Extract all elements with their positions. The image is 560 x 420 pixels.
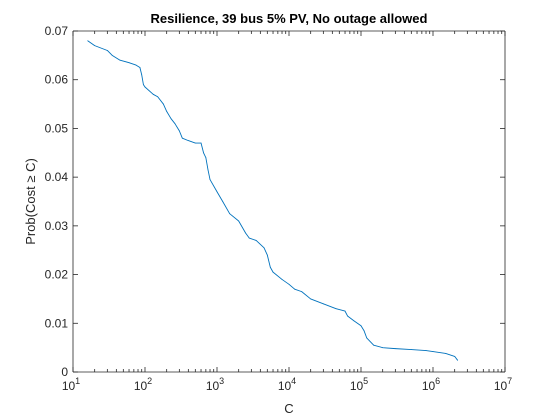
data-point	[87, 40, 89, 42]
data-point	[410, 349, 412, 350]
data-point	[288, 283, 290, 285]
data-point	[353, 320, 355, 322]
data-point	[248, 237, 250, 239]
x-tick-label: 105	[350, 376, 368, 393]
y-tick-label: 0	[61, 365, 68, 379]
x-tick-label: 104	[278, 376, 296, 393]
data-point	[200, 142, 202, 144]
data-point	[162, 103, 164, 105]
data-point	[266, 254, 268, 256]
y-tick-label: 0.01	[45, 316, 69, 330]
data-point	[360, 325, 362, 327]
data-point	[139, 67, 141, 68]
data-point	[255, 240, 257, 241]
data-point	[454, 356, 456, 357]
data-point	[143, 84, 144, 85]
x-tick-label: 106	[422, 376, 440, 393]
data-point	[425, 350, 427, 351]
data-point	[106, 50, 108, 51]
data-point	[170, 118, 172, 120]
y-axis-title: Prob(Cost ≥ C)	[23, 158, 38, 245]
series-layer	[87, 40, 459, 361]
data-point	[229, 213, 231, 215]
data-point	[457, 359, 459, 361]
chart-title: Resilience, 39 bus 5% PV, No outage allo…	[151, 11, 428, 26]
x-tick-label: 102	[134, 376, 152, 393]
data-point	[394, 348, 396, 350]
data-point	[432, 351, 434, 352]
data-point	[111, 54, 113, 56]
data-point	[335, 308, 337, 310]
data-point	[344, 310, 346, 312]
data-point	[207, 169, 209, 171]
data-point	[222, 201, 224, 202]
data-point	[281, 279, 283, 280]
data-point	[322, 303, 324, 305]
data-point	[445, 353, 447, 354]
data-point	[310, 298, 312, 300]
y-tick-label: 0.03	[45, 219, 69, 233]
y-tick-label: 0.07	[45, 24, 69, 38]
data-point	[187, 140, 189, 142]
data-point	[166, 110, 168, 112]
y-tick-label: 0.02	[45, 268, 69, 282]
y-tick-label: 0.06	[45, 73, 69, 87]
data-point	[205, 157, 207, 159]
plot-area	[73, 31, 505, 372]
data-point	[366, 337, 368, 339]
data-point	[152, 93, 154, 95]
data-point	[94, 45, 96, 47]
data-point	[269, 266, 271, 268]
data-point	[347, 315, 348, 317]
data-point	[144, 86, 146, 88]
data-point	[174, 123, 176, 124]
data-point	[238, 220, 240, 222]
data-point	[135, 64, 137, 66]
data-point	[203, 152, 204, 154]
data-point	[294, 288, 296, 290]
data-point	[178, 130, 180, 132]
data-point	[263, 247, 265, 249]
data-point	[209, 179, 211, 180]
data-point	[181, 137, 183, 139]
data-point	[141, 74, 143, 76]
data-point	[382, 347, 384, 349]
x-axis-title: C	[284, 401, 293, 416]
data-point	[119, 59, 121, 61]
data-point	[363, 330, 365, 331]
data-point	[373, 344, 375, 346]
x-tick-label: 103	[206, 376, 224, 393]
y-tick-label: 0.05	[45, 121, 69, 135]
data-point	[128, 62, 130, 64]
data-point	[157, 96, 159, 98]
data-point	[301, 291, 303, 293]
data-point	[272, 271, 274, 273]
x-tick-label: 101	[62, 376, 80, 393]
x-tick-label: 107	[494, 376, 512, 393]
ticks-layer: 101 102 103 104 105 106 107 0 0.01 0.02 0.03 0.04 0.…	[45, 24, 513, 393]
y-tick-label: 0.04	[45, 170, 69, 184]
data-point	[216, 191, 218, 193]
data-point	[194, 142, 196, 144]
data-point	[245, 232, 247, 234]
